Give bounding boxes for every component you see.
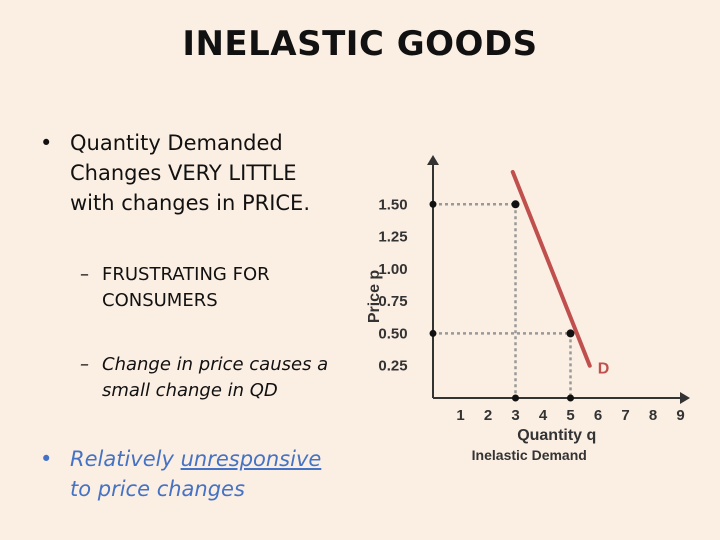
- x-axis-label: Quantity q: [517, 427, 596, 444]
- x-tick-label: 3: [511, 407, 519, 424]
- bullet-glyph: •: [40, 131, 53, 155]
- y-axis-label: Price p: [366, 270, 383, 324]
- axis-point-y: [429, 329, 437, 337]
- data-point: [566, 329, 575, 338]
- y-tick-label: 1.50: [378, 196, 407, 213]
- y-tick-label: 0.75: [378, 293, 407, 310]
- bullet-2-text: Relatively: [70, 447, 181, 471]
- x-axis-arrow: [680, 392, 690, 404]
- y-tick-label: 0.25: [378, 358, 407, 375]
- sub-bullet-1-line-2: CONSUMERS: [102, 290, 218, 311]
- x-tick-label: 9: [676, 407, 684, 424]
- x-tick-label: 6: [594, 407, 602, 424]
- x-tick-label: 4: [539, 407, 548, 424]
- sub-bullet-2: – Change in price causes a small change …: [40, 352, 360, 404]
- bullet-glyph: •: [40, 447, 53, 471]
- axis-point-x: [567, 394, 574, 402]
- sub-bullet-1-line-1: FRUSTRATING FOR: [102, 264, 270, 285]
- demand-label: D: [598, 361, 610, 378]
- chart-caption: Inelastic Demand: [472, 447, 587, 463]
- x-tick-label: 5: [566, 407, 574, 424]
- y-tick-label: 1.00: [378, 261, 407, 278]
- demand-line: [510, 170, 592, 368]
- y-axis-arrow: [427, 155, 439, 165]
- x-tick-label: 7: [621, 407, 629, 424]
- slide-body: • Quantity Demanded Changes VERY LITTLE …: [40, 128, 360, 504]
- slide-title: INELASTIC GOODS: [182, 24, 538, 64]
- bullet-2-line-2: to price changes: [70, 477, 245, 501]
- dash-glyph: –: [80, 354, 89, 375]
- sub-bullet-1: – FRUSTRATING FOR CONSUMERS: [40, 262, 360, 314]
- bullet-1-line-1: Quantity Demanded: [70, 131, 283, 155]
- x-tick-label: 2: [484, 407, 492, 424]
- sub-bullet-2-line-1: Change in price causes a: [102, 354, 329, 375]
- dash-glyph: –: [80, 264, 89, 285]
- demand-chart: D 0.25 0.50 0.75 1.00 1.25 1.50 1 2 3 4 5 6 7 8 9 Price …: [360, 150, 700, 470]
- bullet-2: • Relatively unresponsive to price chang…: [40, 444, 360, 504]
- underlined-word: unresponsive: [180, 447, 322, 471]
- bullet-2-line-1: Relatively unresponsive: [70, 444, 360, 474]
- x-tick-label: 8: [649, 407, 657, 424]
- sub-bullet-2-line-2: small change in QD: [102, 380, 278, 401]
- y-tick-label: 1.25: [378, 229, 407, 246]
- x-tick-label: 1: [456, 407, 464, 424]
- y-tick-label: 0.50: [378, 325, 407, 342]
- axis-point-y: [429, 200, 437, 208]
- axis-point-x: [512, 394, 519, 402]
- demand-chart-svg: D 0.25 0.50 0.75 1.00 1.25 1.50 1 2 3 4 5 6 7 8 9 Price …: [366, 155, 690, 463]
- data-point: [511, 200, 520, 209]
- bullet-1-line-3: with changes in PRICE.: [70, 191, 311, 215]
- bullet-1: • Quantity Demanded Changes VERY LITTLE …: [40, 128, 360, 218]
- bullet-1-line-2: Changes VERY LITTLE: [70, 161, 297, 185]
